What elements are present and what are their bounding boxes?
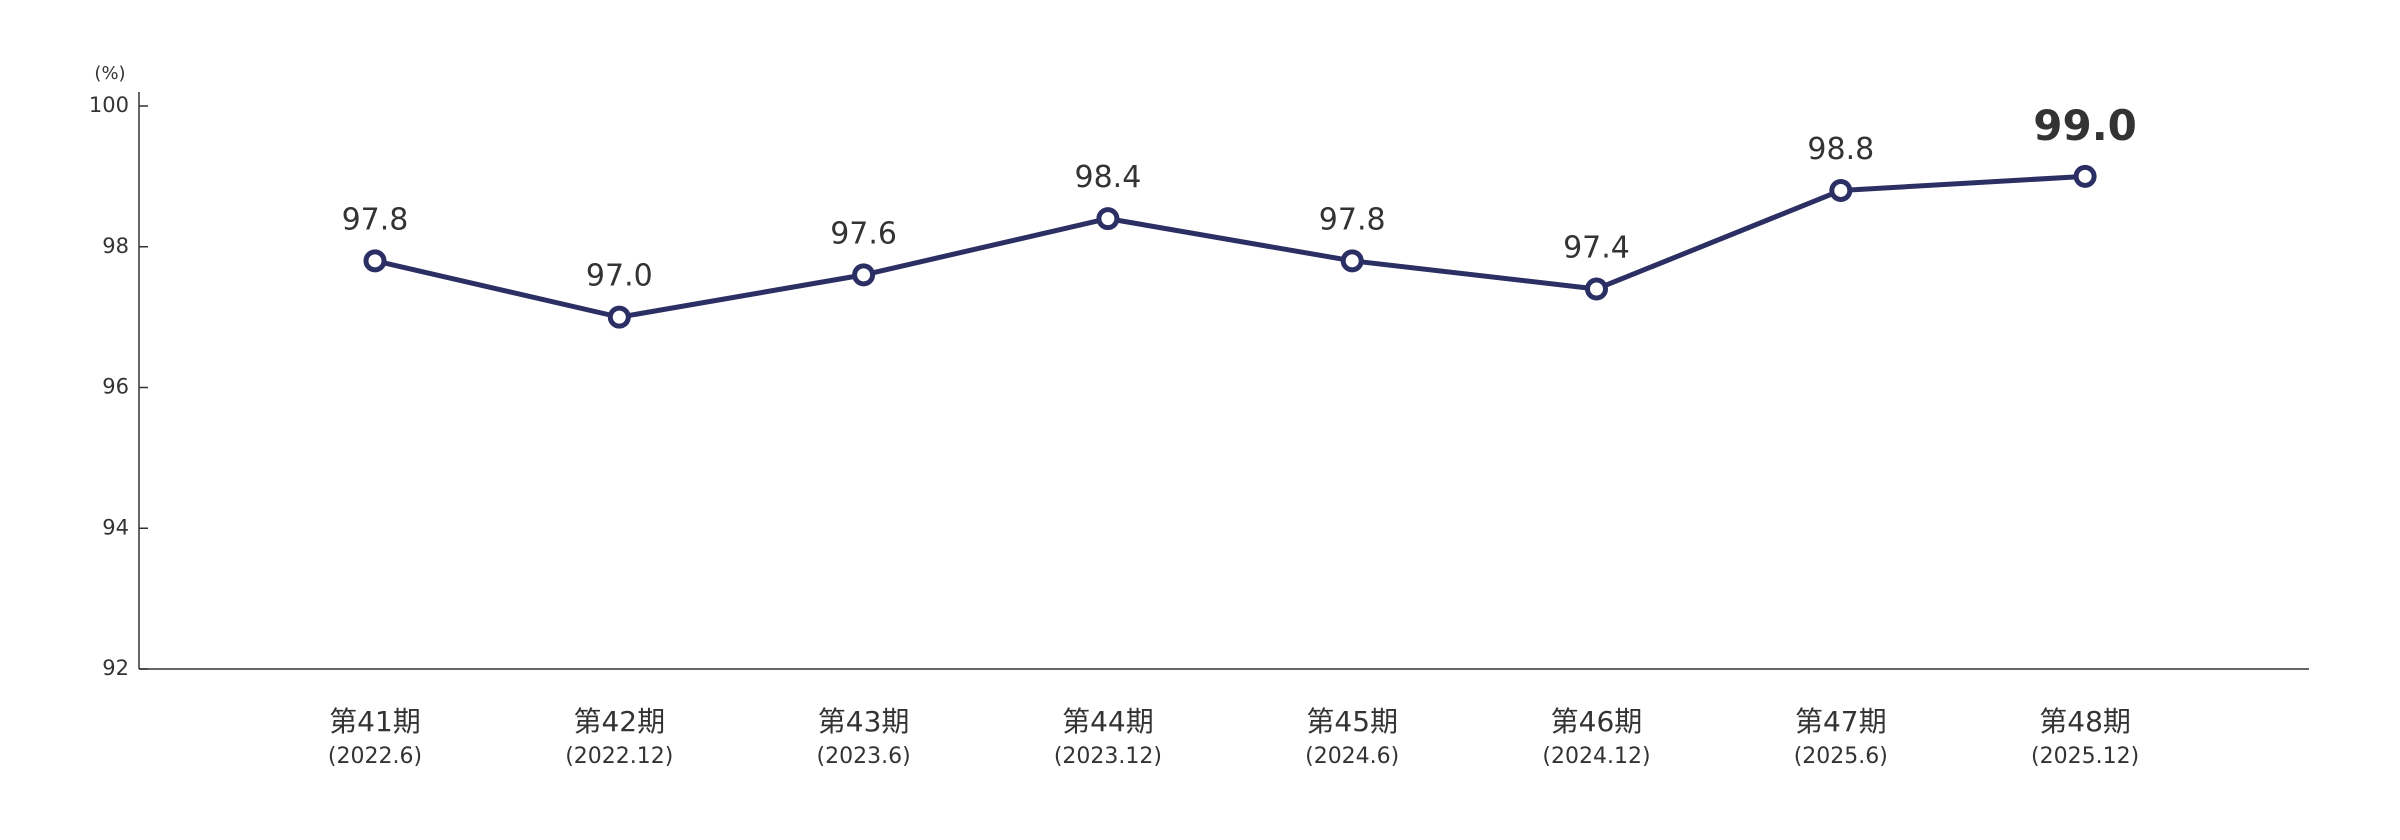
value-label: 97.8 [342, 202, 409, 237]
x-tick-sublabel: (2025.12) [2031, 744, 2139, 769]
marker [1340, 249, 1364, 273]
x-tick-label: 第41期 [329, 705, 421, 738]
x-tick-sublabel: (2024.6) [1305, 744, 1399, 769]
value-label: 97.6 [830, 216, 897, 251]
value-label: 97.8 [1319, 202, 1386, 237]
x-tick-sublabel: (2023.6) [817, 744, 911, 769]
x-tick-sublabel: (2022.12) [565, 744, 673, 769]
y-tick-label: 96 [102, 375, 129, 399]
x-tick-sublabel: (2024.12) [1542, 744, 1650, 769]
x-tick-label: 第44期 [1062, 705, 1154, 738]
value-label: 99.0 [2033, 101, 2137, 150]
marker [852, 263, 876, 287]
marker [363, 249, 387, 273]
x-tick-label: 第48期 [2039, 705, 2131, 738]
y-tick-label: 92 [102, 656, 129, 680]
y-tick-label: 100 [89, 93, 129, 117]
marker [2073, 164, 2097, 188]
value-label: 97.0 [586, 259, 653, 294]
value-label: 98.4 [1075, 160, 1142, 195]
marker [1829, 178, 1853, 202]
value-label: 97.4 [1563, 230, 1630, 265]
x-tick-sublabel: (2022.6) [328, 744, 422, 769]
marker [1096, 207, 1120, 231]
marker [607, 305, 631, 329]
y-tick-label: 94 [102, 515, 129, 539]
marker [1585, 277, 1608, 301]
x-tick-label: 第45期 [1306, 705, 1398, 738]
x-tick-sublabel: (2025.6) [1794, 744, 1888, 769]
value-label: 98.8 [1807, 132, 1874, 167]
x-tick-label: 第43期 [818, 705, 910, 738]
y-tick-label: 98 [102, 234, 129, 258]
x-tick-label: 第47期 [1795, 705, 1887, 738]
x-tick-sublabel: (2023.12) [1054, 744, 1162, 769]
x-tick-label: 第46期 [1551, 705, 1643, 738]
x-tick-label: 第42期 [573, 705, 665, 738]
y-axis-unit: (%) [94, 63, 125, 84]
line [374, 173, 2086, 320]
